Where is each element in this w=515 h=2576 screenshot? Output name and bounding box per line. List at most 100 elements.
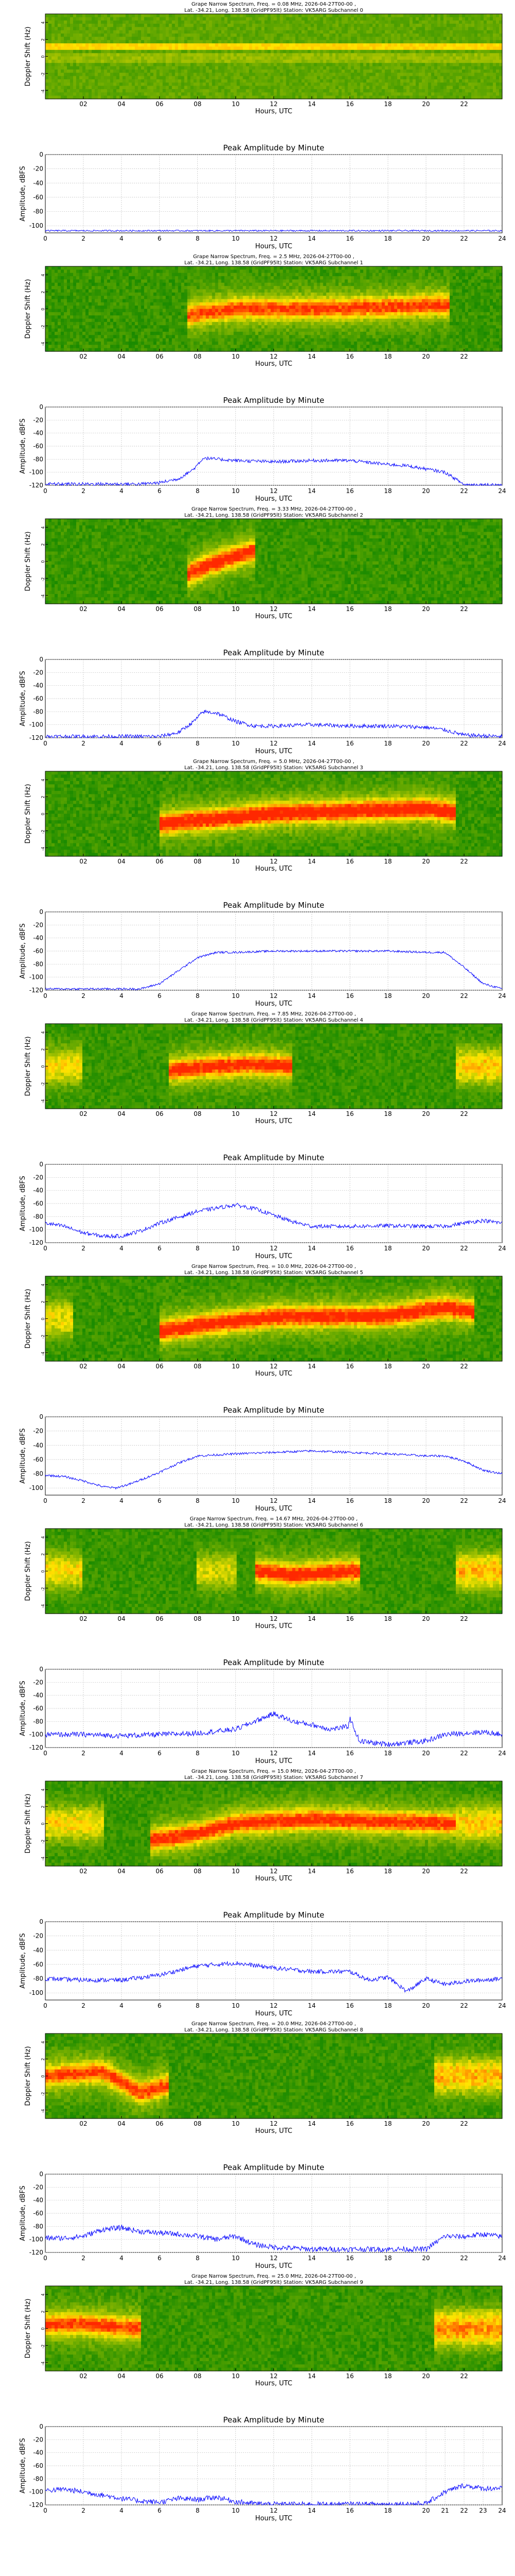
spectrogram-ytick-label: 4 <box>41 2041 45 2044</box>
amplitude-xtick-label: 12 <box>270 1245 278 1252</box>
amplitude-ytick-label: -20 <box>33 2436 43 2443</box>
amplitude-xtick-label: 24 <box>498 487 506 495</box>
spectrogram-ytick-label: 2 <box>41 39 45 41</box>
spectrogram-ytick-label: -4 <box>41 1857 45 1861</box>
amplitude-xtick-label: 10 <box>232 487 239 495</box>
spectrogram-xtick-label: 20 <box>422 100 430 108</box>
amplitude-ytick-label: -120 <box>29 987 43 994</box>
amplitude-xtick-label: 4 <box>119 2507 124 2514</box>
amplitude-ytick-label: -80 <box>33 1718 43 1725</box>
amplitude-xtick-label: 12 <box>270 2255 278 2262</box>
spectrogram-ytick-label: 4 <box>41 2294 45 2296</box>
amplitude-ylabel: Amplitude, dBFS <box>19 1681 27 1736</box>
spectrogram-xtick-label: 22 <box>460 1363 468 1370</box>
spectrogram-xtick-label: 18 <box>384 1110 392 1117</box>
amplitude-xtick-label: 20 <box>422 1497 430 1504</box>
spectrogram-xtick-label: 12 <box>270 1110 278 1117</box>
spectrogram-ytick-label: 0 <box>41 56 45 58</box>
amplitude-ytick-label: -20 <box>33 669 43 676</box>
spectrogram-xtick-label: 18 <box>384 1615 392 1622</box>
spectrogram-xlabel: Hours, UTC <box>255 1117 292 1125</box>
spectrogram-title-line1: Grape Narrow Spectrum, Freq. = 15.0 MHz,… <box>192 1769 356 1774</box>
spectrogram-xtick-label: 14 <box>308 605 316 613</box>
spectrogram-cells <box>45 266 503 352</box>
amplitude-xtick-label: 20 <box>422 1750 430 1757</box>
spectrogram-xtick-label: 12 <box>270 605 278 613</box>
spectrogram-xtick-label: 18 <box>384 858 392 865</box>
amplitude-xtick-label: 18 <box>384 235 392 242</box>
amplitude-xtick-label: 0 <box>43 235 47 242</box>
amplitude-ytick-label: -20 <box>33 416 43 423</box>
spectrogram-ytick-label: 0 <box>41 308 45 311</box>
spectrogram-xtick-label: 16 <box>346 1110 354 1117</box>
amplitude-xlabel: Hours, UTC <box>255 243 292 250</box>
spectrogram-xtick-label: 02 <box>79 2372 87 2380</box>
amplitude-xtick-label: 16 <box>346 2507 354 2514</box>
amplitude-ytick-label: -80 <box>33 2475 43 2482</box>
amplitude-ytick-label: 0 <box>39 2171 43 2178</box>
spectrogram-xtick-label: 22 <box>460 2120 468 2127</box>
amplitude-ytick-label: -20 <box>33 2183 43 2191</box>
spectrogram-ytick-label: 4 <box>41 1284 45 1286</box>
amplitude-xtick-label: 2 <box>81 1750 85 1757</box>
amplitude-ytick-label: -100 <box>29 1226 43 1233</box>
amplitude-ytick-label: -60 <box>33 2462 43 2469</box>
spectrogram-xtick-label: 02 <box>79 1363 87 1370</box>
spectrogram-xtick-label: 06 <box>156 2372 163 2380</box>
amplitude-xtick-label: 14 <box>308 2255 316 2262</box>
amplitude-xtick-label: 24 <box>498 992 506 999</box>
amplitude-title: Peak Amplitude by Minute <box>223 648 324 657</box>
amplitude-ytick-label: -60 <box>33 2210 43 2217</box>
spectrogram-ytick-label: 0 <box>41 1065 45 1068</box>
amplitude-xtick-label: 20 <box>422 1245 430 1252</box>
amplitude-ytick-label: -80 <box>33 1213 43 1220</box>
spectrogram-ytick-label: -2 <box>41 325 45 329</box>
amplitude-ytick-label: -60 <box>33 1456 43 1463</box>
amplitude-xtick-label: 12 <box>270 740 278 747</box>
spectrogram-xtick-label: 14 <box>308 858 316 865</box>
spectrogram-ytick-label: -4 <box>41 1604 45 1608</box>
spectrogram-xtick-label: 22 <box>460 1110 468 1117</box>
amplitude-xtick-label: 18 <box>384 740 392 747</box>
amplitude-xtick-label: 6 <box>158 2002 162 2009</box>
spectrogram-ytick-label: 2 <box>41 1553 45 1556</box>
amplitude-xtick-label: 24 <box>498 1750 506 1757</box>
amplitude-ylabel: Amplitude, dBFS <box>19 166 27 222</box>
amplitude-ytick-label: 0 <box>39 1413 43 1420</box>
spectrogram-cells <box>45 1024 503 1109</box>
amplitude-xtick-label: 24 <box>498 2507 506 2514</box>
spectrogram-xtick-label: 20 <box>422 2372 430 2380</box>
amplitude-ytick-label: 0 <box>39 2423 43 2430</box>
amplitude-ytick-label: 0 <box>39 403 43 411</box>
amplitude-xtick-label: 12 <box>270 2507 278 2514</box>
amplitude-xtick-label: 0 <box>43 740 47 747</box>
amplitude-xtick-label: 10 <box>232 740 239 747</box>
amplitude-ytick-label: -60 <box>33 1705 43 1712</box>
spectrogram-ytick-label: 4 <box>41 1789 45 1791</box>
spectrogram-xtick-label: 12 <box>270 2120 278 2127</box>
amplitude-xtick-label: 2 <box>81 487 85 495</box>
amplitude-xtick-label: 12 <box>270 992 278 999</box>
spectrogram-ytick-label: -2 <box>41 1840 45 1844</box>
spectrogram-xtick-label: 20 <box>422 1363 430 1370</box>
amplitude-ytick-label: 0 <box>39 151 43 158</box>
spectrogram-ytick-label: 2 <box>41 1048 45 1051</box>
spectrogram-xtick-label: 04 <box>117 2372 125 2380</box>
amplitude-ytick-label: -40 <box>33 1442 43 1449</box>
spectrogram-ytick-label: 0 <box>41 1570 45 1573</box>
amplitude-ytick-label: -60 <box>33 194 43 201</box>
amplitude-xtick-label: 16 <box>346 487 354 495</box>
amplitude-ytick-label: -20 <box>33 165 43 173</box>
amplitude-xtick-label: 8 <box>196 1750 200 1757</box>
spectrogram-xtick-label: 10 <box>232 100 239 108</box>
amplitude-xtick-label: 22 <box>460 487 468 495</box>
spectrogram-title-line1: Grape Narrow Spectrum, Freq. = 20.0 MHz,… <box>192 2021 356 2027</box>
amplitude-xtick-label: 4 <box>119 1245 124 1252</box>
spectrogram-xtick-label: 12 <box>270 1363 278 1370</box>
spectrogram-xtick-label: 04 <box>117 858 125 865</box>
spectrogram-ytick-label: -2 <box>41 2345 45 2349</box>
spectrogram-xtick-label: 02 <box>79 1868 87 1875</box>
amplitude-xtick-label: 18 <box>384 2002 392 2009</box>
amplitude-ytick-label: -20 <box>33 1679 43 1686</box>
amplitude-xtick-label: 0 <box>43 487 47 495</box>
